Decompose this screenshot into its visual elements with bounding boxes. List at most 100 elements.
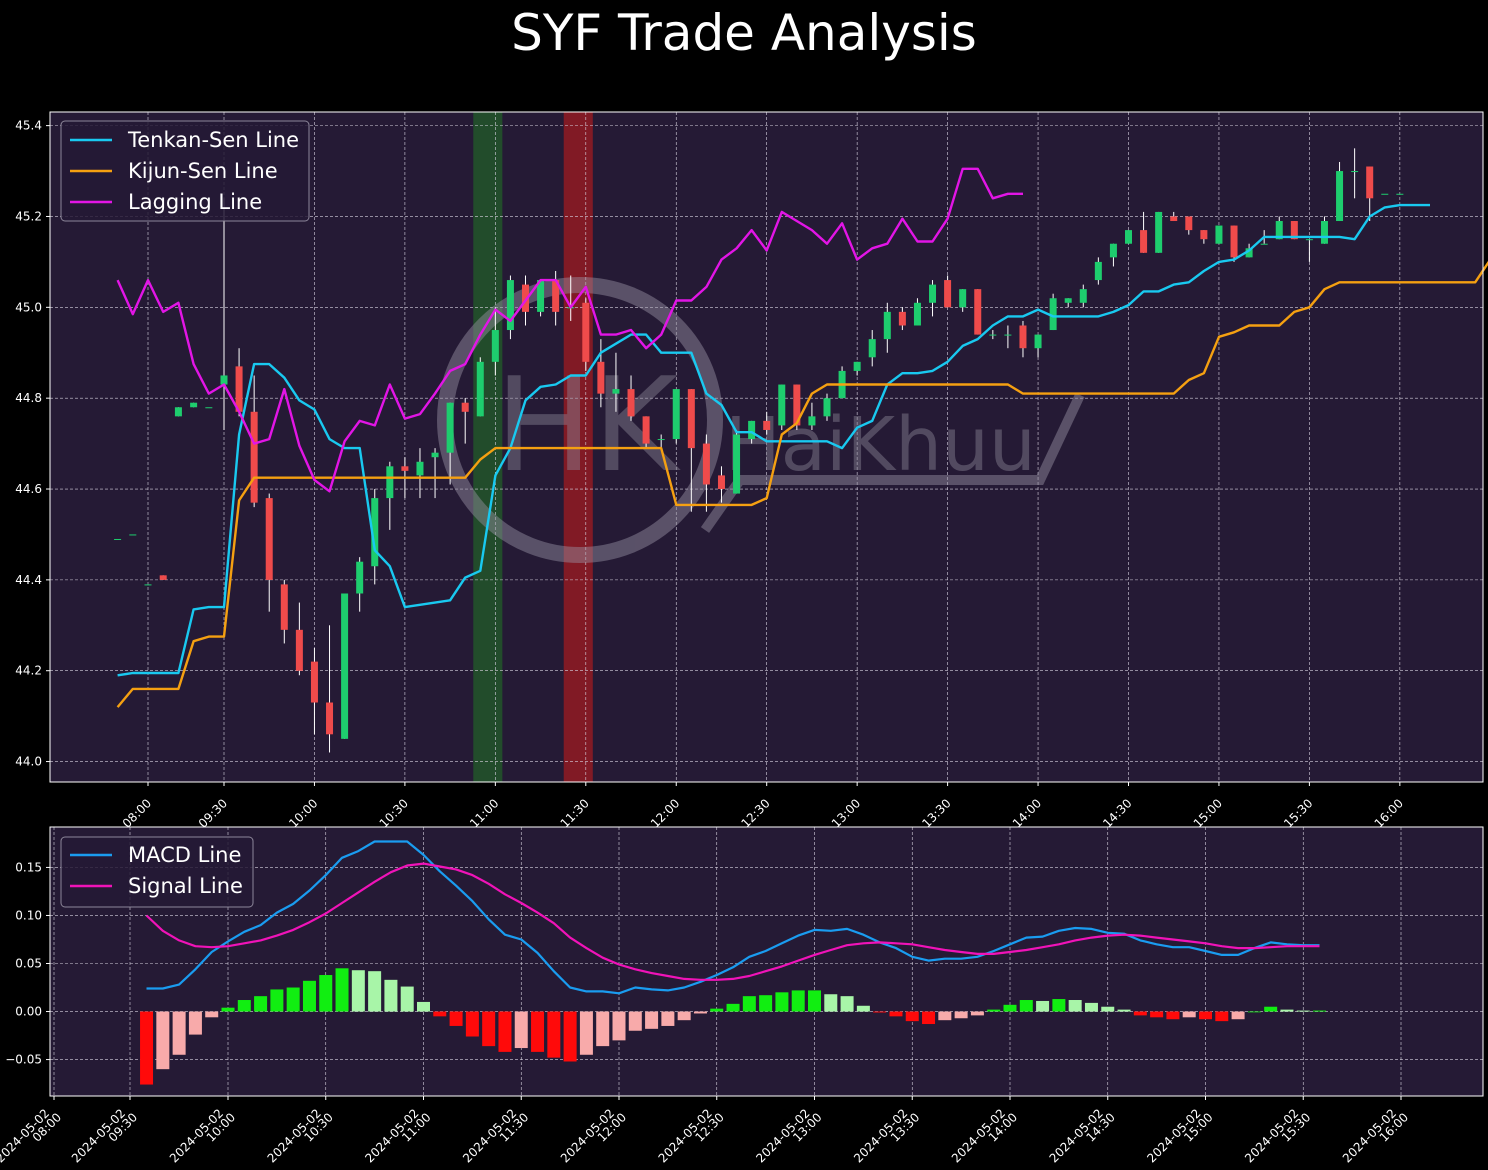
- histogram-bar: [188, 1011, 202, 1035]
- histogram-bar: [433, 1011, 447, 1017]
- price-x-tick-label: 11:30: [558, 796, 592, 830]
- price-x-tick-label: 16:00: [1372, 796, 1406, 830]
- histogram-bar: [775, 992, 789, 1012]
- candle-body: [989, 334, 997, 336]
- histogram-bar: [1150, 1011, 1164, 1018]
- histogram-bar: [1280, 1009, 1294, 1012]
- histogram-bar: [922, 1011, 936, 1025]
- candle-body: [1320, 221, 1328, 244]
- candlesticks: [114, 148, 1404, 753]
- candle-body: [1215, 225, 1223, 244]
- price-x-tick-label: 15:00: [1191, 796, 1225, 830]
- histogram-bar: [693, 1011, 707, 1014]
- histogram-bar: [645, 1011, 659, 1029]
- macd-panel-background: [50, 827, 1483, 1096]
- candle-body: [1396, 193, 1404, 195]
- candle-body: [1155, 211, 1163, 253]
- candle-body: [1064, 298, 1072, 303]
- price-x-tick-label: 14:30: [1100, 796, 1134, 830]
- candle-body: [944, 280, 952, 308]
- candle-body: [959, 289, 967, 308]
- legend-label: Tenkan-Sen Line: [127, 128, 299, 152]
- candle-body: [929, 284, 937, 303]
- candle-body: [1275, 221, 1283, 240]
- histogram-bar: [205, 1011, 219, 1018]
- candle-body: [1290, 221, 1298, 240]
- histogram-bar: [1166, 1011, 1180, 1020]
- price-y-tick-label: 45.0: [15, 300, 42, 314]
- price-x-tick-label: 15:30: [1281, 796, 1315, 830]
- price-x-tick-label: 13:30: [919, 796, 953, 830]
- candle-body: [1185, 216, 1193, 231]
- candle-body: [868, 339, 876, 358]
- macd-y-tick-label: 0.05: [15, 957, 42, 971]
- candle-body: [1049, 298, 1057, 331]
- candle-body: [250, 411, 258, 503]
- candle-body: [416, 461, 424, 476]
- candle-body: [1366, 166, 1374, 199]
- histogram-bar: [612, 1011, 626, 1041]
- candle-body: [898, 311, 906, 326]
- price-x-tick-label: 08:00: [120, 796, 154, 830]
- histogram-bar: [172, 1011, 186, 1055]
- candle-body: [657, 439, 665, 441]
- watermark-text: HaiKhuu: [725, 402, 1036, 488]
- candle-body: [702, 443, 710, 485]
- price-x-tick-label: 10:30: [377, 796, 411, 830]
- histogram-bar: [482, 1011, 496, 1047]
- price-x-tick-label: 12:00: [648, 796, 682, 830]
- price-y-tick-label: 44.2: [15, 664, 42, 678]
- candle-body: [190, 402, 198, 408]
- histogram-bar: [579, 1011, 593, 1055]
- legend-label: MACD Line: [128, 843, 241, 867]
- histogram-bar: [954, 1011, 968, 1019]
- histogram-bar: [791, 990, 805, 1012]
- macd-y-tick-label: 0.10: [15, 908, 42, 922]
- candle-body: [537, 280, 545, 312]
- histogram-bar: [970, 1011, 984, 1016]
- series-line-tenkan-sen-line: [117, 203, 1430, 677]
- candle-body: [1170, 216, 1178, 222]
- price-x-tick-label: 12:30: [738, 796, 772, 830]
- price-x-tick-label: 13:00: [829, 796, 863, 830]
- histogram-bar: [1296, 1010, 1310, 1012]
- macd-y-axis: −0.05 0.00 0.05 0.10 0.15: [5, 860, 50, 1067]
- histogram-bar: [1231, 1011, 1245, 1020]
- legend-label: Kijun-Sen Line: [128, 159, 278, 183]
- candle-body: [461, 402, 469, 412]
- candle-body: [1125, 230, 1132, 244]
- candle-body: [1094, 261, 1102, 281]
- candle-body: [401, 466, 409, 471]
- price-x-tick-label: 09:30: [196, 796, 230, 830]
- candle-body: [612, 389, 620, 394]
- histogram-bar: [400, 986, 414, 1012]
- candle-body: [763, 420, 771, 430]
- histogram-bar: [531, 1011, 545, 1052]
- histogram-bar: [221, 1007, 235, 1012]
- price-legend-box: [60, 120, 310, 222]
- series-line-lagging-line: [116, 167, 1023, 493]
- histogram-bar: [1117, 1009, 1131, 1012]
- histogram-bar: [710, 1008, 724, 1012]
- histogram-bar: [677, 1011, 691, 1021]
- candle-body: [1336, 171, 1344, 222]
- candle-body: [446, 402, 454, 453]
- candle-body: [733, 434, 741, 494]
- candle-body: [597, 361, 605, 394]
- histogram-bar: [1052, 999, 1066, 1012]
- histogram-bar: [156, 1011, 170, 1070]
- candle-body: [1079, 289, 1087, 303]
- price-y-tick-label: 44.8: [15, 391, 42, 405]
- histogram-bar: [840, 996, 854, 1012]
- candle-body: [386, 466, 394, 499]
- candle-body: [778, 384, 786, 426]
- candle-body: [431, 452, 439, 458]
- histogram-bar: [1003, 1004, 1017, 1012]
- price-legend: Tenkan-Sen Line Kijun-Sen Line Lagging Lin…: [60, 120, 310, 222]
- histogram-bar: [1215, 1011, 1229, 1022]
- price-y-tick-label: 44.0: [15, 755, 42, 769]
- candle-body: [491, 330, 499, 362]
- histogram-bar: [987, 1009, 1001, 1012]
- macd-panel-frame: [49, 826, 1484, 1097]
- histogram-bar: [1084, 1002, 1098, 1012]
